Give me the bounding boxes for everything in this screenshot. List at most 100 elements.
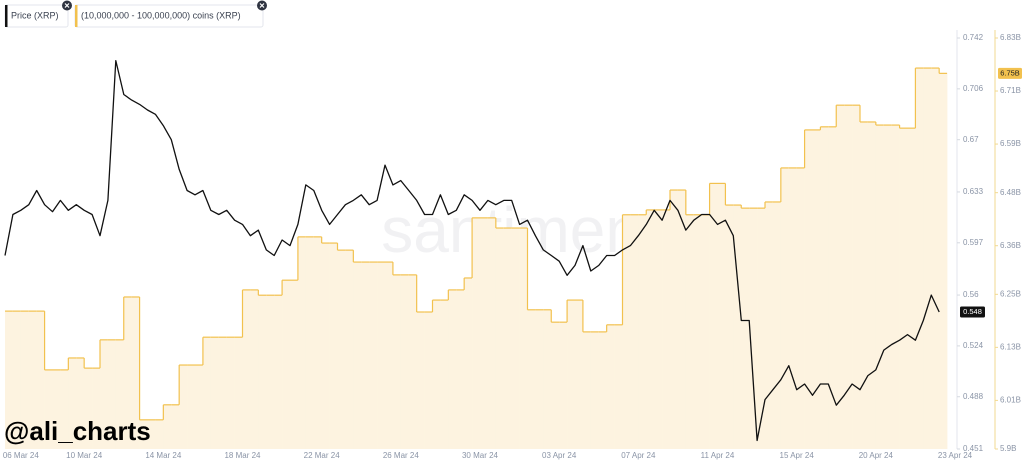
y2-tick-label: 6.13B (1000, 342, 1021, 351)
current-value-label: 6.75B (1000, 68, 1020, 77)
holdings-area (187, 365, 196, 449)
holdings-area (582, 331, 592, 449)
y-tick-label: 0.488 (963, 392, 984, 401)
holdings-area (60, 369, 69, 449)
holdings-area (321, 243, 330, 449)
holdings-area (472, 217, 481, 449)
holdings-area (709, 183, 718, 449)
holdings-area (155, 419, 164, 449)
holdings-area (5, 311, 14, 449)
holdings-area (495, 228, 505, 449)
legend-swatch (75, 5, 78, 27)
holdings-area (931, 68, 940, 450)
holdings-area (36, 311, 45, 449)
holdings-area (123, 296, 132, 449)
y2-tick-label: 5.9B (1000, 444, 1016, 453)
holdings-area (195, 365, 204, 449)
holdings-area (701, 214, 710, 449)
holdings-area (638, 214, 647, 449)
x-tick-label: 03 Apr 24 (542, 451, 577, 460)
holdings-area (670, 190, 679, 449)
y2-tick-label: 6.59B (1000, 139, 1021, 148)
price-line (4, 59, 940, 442)
holdings-area (543, 309, 552, 449)
holdings-area (575, 300, 584, 449)
holdings-area (646, 209, 655, 449)
holdings-area (179, 365, 188, 449)
holdings-area (258, 295, 267, 449)
holdings-area (875, 125, 885, 450)
holdings-area (899, 128, 908, 449)
holdings-area (242, 289, 251, 449)
y-tick-label: 0.597 (963, 238, 984, 247)
x-tick-label: 22 Mar 24 (304, 451, 341, 460)
holdings-area (693, 214, 702, 449)
holdings-area (290, 280, 299, 449)
y2-tick-label: 6.36B (1000, 241, 1021, 250)
legend-label: (10,000,000 - 100,000,000) coins (XRP) (81, 10, 241, 20)
current-value-badge (960, 306, 985, 318)
holdings-area (923, 68, 932, 450)
holdings-area (163, 404, 172, 449)
holdings-area (820, 126, 829, 449)
current-value-label: 0.548 (963, 307, 982, 316)
holdings-area (796, 167, 805, 450)
holdings-area (226, 337, 235, 449)
holdings-area (891, 125, 900, 450)
y-tick-label: 0.56 (963, 290, 979, 299)
holdings-area (749, 208, 758, 449)
holdings-area (788, 167, 797, 450)
y2-tick-label: 6.01B (1000, 395, 1021, 404)
holdings-area (733, 205, 742, 449)
holdings-area (780, 167, 790, 450)
holdings-area (282, 280, 291, 449)
holdings-area (115, 339, 125, 449)
holdings-area (448, 289, 457, 449)
holdings-area (614, 324, 623, 449)
holdings-area (915, 68, 924, 450)
holdings-area (828, 126, 837, 449)
holdings-area (52, 369, 61, 449)
y-tick-label: 0.633 (963, 187, 984, 196)
holdings-area (939, 73, 948, 450)
x-tick-label: 30 Mar 24 (462, 451, 499, 460)
holdings-area (480, 217, 489, 449)
credit: @ali_charts (4, 416, 151, 446)
holdings-area (662, 209, 671, 449)
y-tick-label: 0.706 (963, 84, 984, 93)
holdings-area (551, 322, 560, 449)
holdings-area (535, 309, 544, 449)
holdings-area (519, 228, 528, 449)
holdings-area (297, 236, 307, 449)
holdings-area (44, 369, 53, 449)
holdings-area (804, 129, 813, 449)
holdings-area (84, 368, 93, 449)
holdings-area (867, 121, 877, 449)
holdings-area (772, 201, 782, 449)
holdings-area (100, 339, 109, 449)
holdings-area (353, 262, 362, 449)
holdings-area (171, 404, 180, 449)
holdings-area (313, 236, 322, 449)
holdings-area (345, 250, 354, 449)
holdings-area (907, 128, 916, 449)
holdings-area (812, 129, 821, 449)
holdings-area (274, 295, 283, 449)
holdings-area (630, 214, 639, 449)
holdings-area (757, 208, 766, 449)
legend-close-icon (259, 3, 265, 8)
holdings-area (147, 419, 156, 449)
legend-label: Price (XRP) (11, 10, 59, 20)
holdings-area (677, 190, 687, 449)
x-tick-label: 14 Mar 24 (145, 451, 182, 460)
holdings-area (400, 274, 410, 449)
y-tick-label: 0.742 (963, 33, 984, 42)
holdings-area (598, 331, 607, 449)
holdings-area (424, 312, 433, 449)
holdings-area (337, 250, 346, 449)
holdings-area (266, 295, 275, 449)
x-tick-label: 18 Mar 24 (224, 451, 261, 460)
legend-swatch (5, 5, 8, 27)
holdings-area (503, 228, 512, 449)
